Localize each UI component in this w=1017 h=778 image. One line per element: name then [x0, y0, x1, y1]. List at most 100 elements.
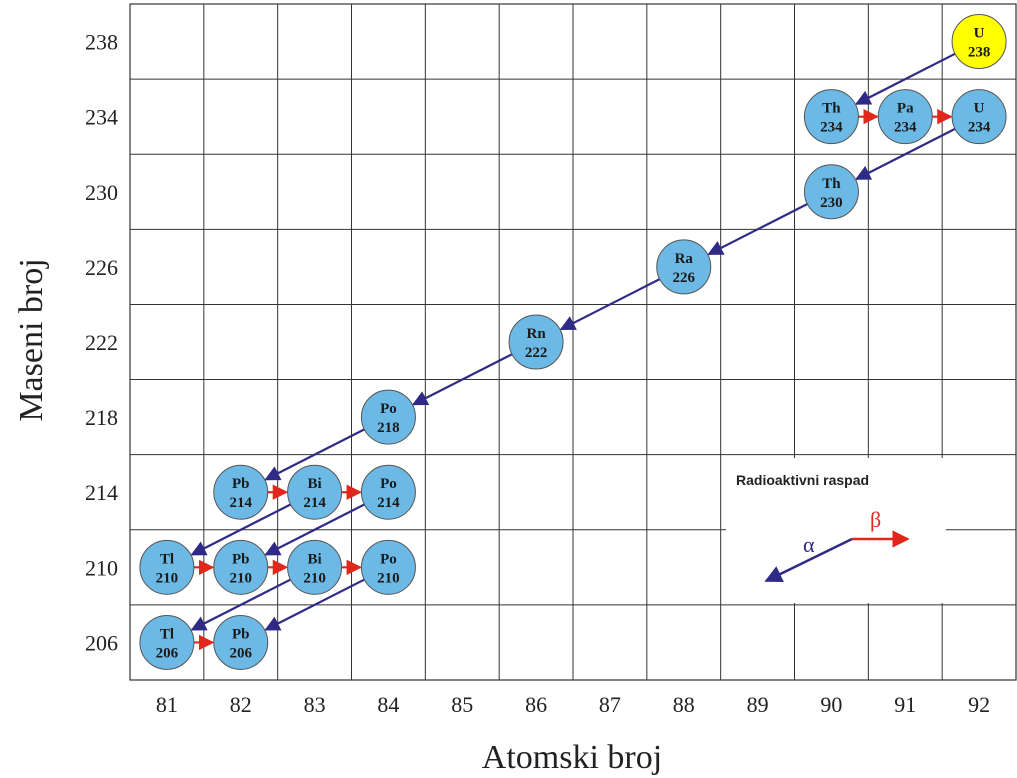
nuclide-circle [803, 164, 859, 220]
nuclide-mass: 234 [820, 120, 843, 136]
x-tick-label: 82 [230, 692, 252, 717]
nuclide-circle [951, 89, 1007, 145]
nuclide-node: U 234 [951, 89, 1007, 145]
alpha-decay-arrow [264, 578, 365, 631]
x-tick-label: 83 [304, 692, 326, 717]
nuclide-circle [213, 539, 269, 595]
nuclide-mass: 214 [230, 495, 253, 511]
x-tick-label: 89 [747, 692, 769, 717]
nuclide-symbol: Pb [232, 551, 250, 567]
x-axis-title: Atomski broj [482, 739, 662, 776]
nuclide-mass: 226 [673, 270, 696, 286]
alpha-decay-arrow [855, 52, 956, 105]
axis-ticks: 81 82 83 84 85 86 87 88 89 90 91 92 206 210 214 218 222 2… [85, 30, 990, 717]
x-tick-label: 91 [894, 692, 916, 717]
nuclide-symbol: Pb [232, 476, 250, 492]
nuclide-circle [139, 539, 195, 595]
nuclide-nodes: U 238 Th 234 Pa 234 U 234 Th 230 Ra 226 Rn 222 Po 218 Pb… [139, 14, 1007, 670]
nuclide-circle [877, 89, 933, 145]
nuclide-circle [213, 614, 269, 670]
nuclide-mass: 238 [968, 45, 991, 61]
nuclide-circle [360, 389, 416, 445]
y-tick-label: 222 [85, 330, 118, 355]
nuclide-circle [213, 464, 269, 520]
y-tick-label: 226 [85, 255, 118, 280]
y-tick-label: 230 [85, 180, 118, 205]
nuclide-symbol: Bi [307, 476, 321, 492]
nuclide-node: Tl 206 [139, 614, 195, 670]
alpha-decay-arrow [412, 353, 513, 406]
alpha-decay-arrow [264, 503, 365, 556]
nuclide-symbol: Po [380, 476, 397, 492]
nuclide-node: Po 218 [360, 389, 416, 445]
legend-alpha-label: α [803, 532, 815, 557]
legend-alpha-arrow [764, 537, 853, 583]
legend-beta-label: β [870, 507, 881, 532]
y-tick-label: 218 [85, 405, 118, 430]
alpha-decay-arrow [190, 578, 292, 631]
nuclide-mass: 206 [230, 645, 253, 661]
y-tick-label: 206 [85, 630, 118, 655]
x-tick-label: 81 [156, 692, 178, 717]
nuclide-node: Th 230 [803, 164, 859, 220]
x-tick-label: 92 [968, 692, 990, 717]
nuclide-mass: 214 [303, 495, 326, 511]
x-tick-label: 85 [451, 692, 473, 717]
nuclide-mass: 214 [377, 495, 400, 511]
nuclide-symbol: Pb [232, 626, 250, 642]
nuclide-mass: 210 [303, 570, 326, 586]
x-tick-label: 87 [599, 692, 621, 717]
nuclide-symbol: Bi [307, 551, 321, 567]
y-tick-label: 234 [85, 105, 118, 130]
nuclide-mass: 210 [156, 570, 179, 586]
nuclide-circle [360, 464, 416, 520]
nuclide-node: Rn 222 [508, 314, 564, 370]
nuclide-node: Th 234 [803, 89, 859, 145]
nuclide-circle [656, 239, 712, 295]
nuclide-symbol: Po [380, 551, 397, 567]
nuclide-circle [508, 314, 564, 370]
nuclide-circle [139, 614, 195, 670]
alpha-decay-arrow [190, 503, 292, 556]
y-tick-label: 238 [85, 30, 118, 55]
nuclide-circle [287, 464, 343, 520]
nuclide-symbol: Ra [675, 251, 694, 267]
nuclide-circle [287, 539, 343, 595]
nuclide-symbol: U [974, 26, 985, 42]
nuclide-circle [951, 14, 1007, 70]
nuclide-mass: 218 [377, 420, 400, 436]
nuclide-symbol: U [974, 101, 985, 117]
nuclide-node: U 238 [951, 14, 1007, 70]
alpha-decay-arrow [707, 203, 808, 256]
nuclide-node: Pb 210 [213, 539, 269, 595]
x-tick-label: 84 [377, 692, 399, 717]
legend: Radioaktivni raspad α β [726, 458, 946, 603]
legend-title: Radioaktivni raspad [736, 472, 869, 488]
y-tick-label: 214 [85, 480, 118, 505]
alpha-decay-arrow [559, 278, 661, 331]
x-tick-label: 88 [673, 692, 695, 717]
nuclide-mass: 234 [968, 120, 991, 136]
nuclide-circle [360, 539, 416, 595]
x-tick-label: 90 [820, 692, 842, 717]
nuclide-node: Bi 210 [287, 539, 343, 595]
x-tick-label: 86 [525, 692, 547, 717]
nuclide-mass: 230 [820, 195, 843, 211]
nuclide-symbol: Po [380, 401, 397, 417]
y-axis-title: Maseni broj [13, 258, 50, 421]
nuclide-mass: 234 [894, 120, 917, 136]
nuclide-mass: 210 [230, 570, 253, 586]
nuclide-node: Pa 234 [877, 89, 933, 145]
nuclide-symbol: Tl [160, 551, 174, 567]
alpha-decay-arrow [264, 428, 365, 481]
nuclide-mass: 222 [525, 345, 548, 361]
nuclide-symbol: Rn [526, 326, 546, 342]
nuclide-symbol: Th [822, 176, 841, 192]
nuclide-symbol: Pa [897, 101, 914, 117]
decay-arrows [190, 52, 956, 651]
nuclide-symbol: Tl [160, 626, 174, 642]
nuclide-node: Ra 226 [656, 239, 712, 295]
nuclide-node: Bi 214 [287, 464, 343, 520]
alpha-decay-arrow [855, 127, 956, 181]
